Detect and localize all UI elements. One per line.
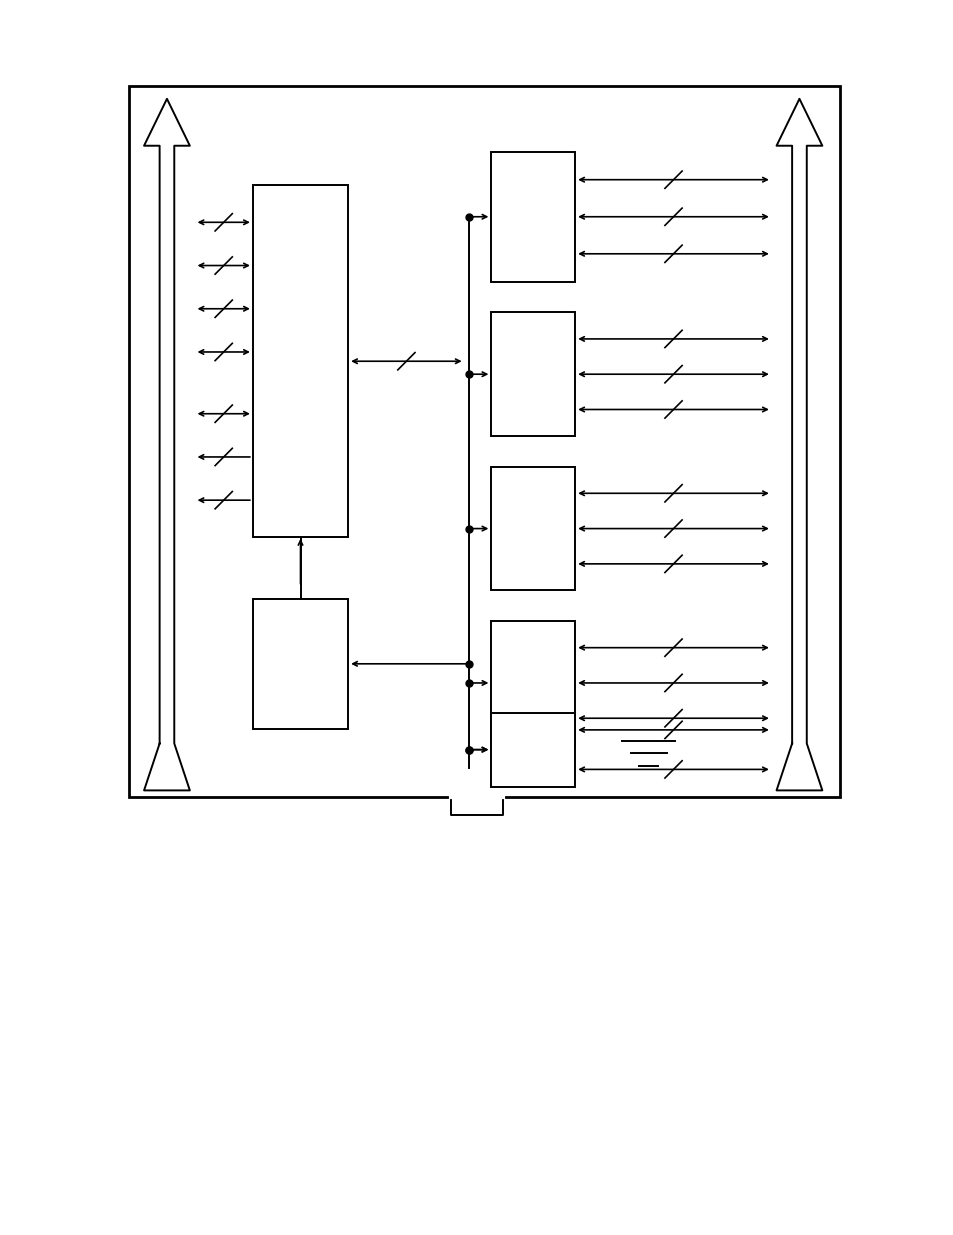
Bar bbox=[491, 621, 575, 745]
Bar bbox=[253, 599, 348, 729]
Bar bbox=[491, 312, 575, 436]
Polygon shape bbox=[776, 99, 821, 790]
Bar bbox=[491, 713, 575, 787]
Bar bbox=[253, 185, 348, 537]
Bar bbox=[491, 152, 575, 282]
Bar bbox=[491, 467, 575, 590]
Bar bbox=[129, 86, 839, 797]
Polygon shape bbox=[144, 99, 190, 790]
